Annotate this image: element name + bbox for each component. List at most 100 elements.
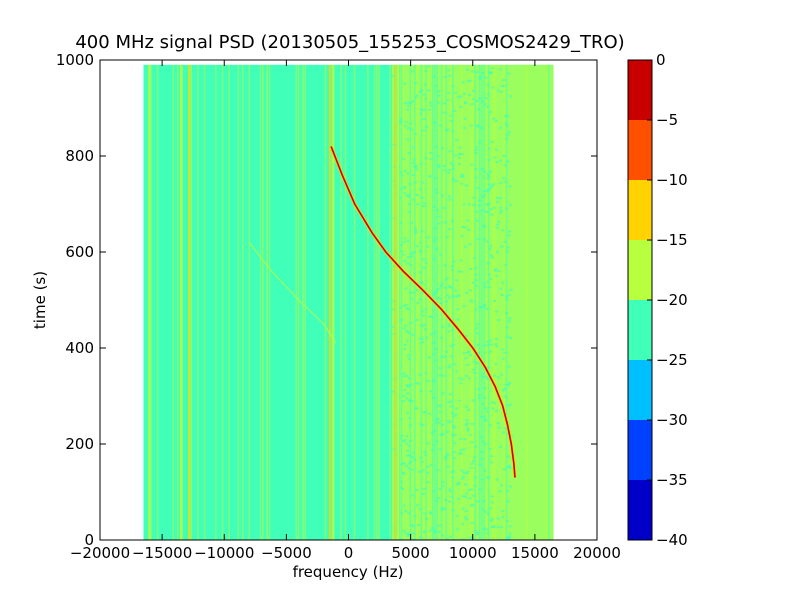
heatmap-speckle-dot — [438, 488, 442, 491]
heatmap-speckle-dot — [503, 383, 507, 386]
heatmap-speckle-dot — [482, 305, 486, 308]
heatmap-speckle-dot — [427, 356, 431, 359]
heatmap-speckle-dot — [465, 68, 469, 71]
heatmap-speckle-dot — [488, 447, 492, 450]
heatmap-speckle-dot — [433, 227, 437, 230]
heatmap-speckle-dot — [486, 344, 490, 347]
heatmap-speckle-dot — [400, 318, 404, 321]
heatmap-speckle-dot — [392, 333, 396, 336]
heatmap-speckle-dot — [441, 534, 445, 537]
heatmap-speckle-dot — [465, 492, 469, 495]
heatmap-speckle-dot — [403, 192, 407, 195]
heatmap-stripe — [494, 64, 497, 540]
plot-area — [99, 59, 598, 541]
heatmap-speckle-dot — [508, 381, 512, 384]
heatmap-speckle-dot — [440, 506, 444, 509]
heatmap-stripe — [425, 64, 427, 540]
heatmap-speckle-dot — [459, 95, 463, 98]
heatmap-speckle-dot — [493, 299, 497, 302]
heatmap-speckle-dot — [489, 339, 493, 342]
heatmap-speckle-dot — [403, 347, 407, 350]
heatmap-speckle-dot — [495, 478, 499, 481]
heatmap-speckle-dot — [479, 436, 483, 439]
heatmap-stripe — [172, 64, 175, 540]
heatmap-speckle-dot — [475, 149, 479, 152]
heatmap-speckle-dot — [446, 420, 450, 423]
heatmap-speckle-dot — [473, 257, 477, 260]
heatmap-speckle-dot — [415, 488, 419, 491]
heatmap-speckle-dot — [456, 293, 460, 296]
heatmap-speckle-dot — [441, 392, 445, 395]
heatmap-speckle-dot — [503, 387, 507, 390]
heatmap-speckle-dot — [402, 327, 406, 330]
heatmap-speckle-dot — [449, 405, 453, 408]
heatmap-speckle-dot — [470, 163, 474, 166]
heatmap-speckle-dot — [422, 530, 426, 533]
heatmap-speckle-dot — [399, 244, 403, 247]
heatmap-speckle-dot — [457, 152, 461, 155]
heatmap-speckle-dot — [476, 323, 480, 326]
heatmap-stripe — [373, 64, 376, 540]
heatmap-speckle-dot — [433, 529, 437, 532]
heatmap-stripe — [297, 64, 300, 540]
heatmap-speckle-dot — [470, 503, 474, 506]
heatmap-speckle-dot — [495, 345, 499, 348]
heatmap-speckle-dot — [491, 86, 495, 89]
heatmap-speckle-dot — [414, 407, 418, 410]
heatmap-speckle-dot — [409, 383, 413, 386]
heatmap-speckle-dot — [451, 85, 455, 88]
heatmap-speckle-dot — [471, 90, 475, 93]
heatmap-speckle-dot — [451, 179, 455, 182]
heatmap-speckle-dot — [451, 329, 455, 332]
heatmap-stripe — [503, 64, 506, 540]
heatmap-speckle-dot — [508, 185, 512, 188]
heatmap-speckle-dot — [449, 495, 453, 498]
heatmap-speckle-dot — [411, 456, 415, 459]
heatmap-speckle-dot — [489, 110, 493, 113]
heatmap-speckle-dot — [412, 198, 416, 201]
heatmap-speckle-dot — [405, 307, 409, 310]
heatmap-speckle-dot — [432, 429, 436, 432]
heatmap-speckle-dot — [447, 91, 451, 94]
heatmap-speckle-dot — [463, 245, 467, 248]
heatmap-speckle-dot — [497, 426, 501, 429]
heatmap-stripe — [436, 64, 438, 540]
heatmap-speckle-dot — [457, 295, 461, 298]
colorbar-tick-label: −30 — [656, 411, 688, 429]
heatmap-speckle-dot — [495, 274, 499, 277]
heatmap-speckle-dot — [491, 401, 495, 404]
heatmap-speckle-dot — [471, 281, 475, 284]
heatmap-speckle-dot — [461, 175, 465, 178]
heatmap-speckle-dot — [405, 397, 409, 400]
heatmap-stripe — [259, 64, 262, 540]
heatmap-speckle-dot — [454, 289, 458, 292]
heatmap-speckle-dot — [442, 165, 446, 168]
heatmap-speckle-dot — [399, 486, 403, 489]
heatmap-speckle-dot — [477, 397, 481, 400]
heatmap-speckle-dot — [490, 213, 494, 216]
heatmap-speckle-dot — [461, 495, 465, 498]
heatmap-speckle-dot — [456, 528, 460, 531]
heatmap-speckle-dot — [431, 449, 435, 452]
heatmap-speckle-dot — [468, 79, 472, 82]
heatmap-speckle-dot — [403, 124, 407, 127]
colorbar-tick-label: −5 — [656, 111, 678, 129]
heatmap-speckle-dot — [436, 209, 440, 212]
heatmap-speckle-dot — [464, 374, 468, 377]
heatmap-stripe — [378, 64, 380, 540]
heatmap-speckle-dot — [435, 440, 439, 443]
heatmap-speckle-dot — [412, 250, 416, 253]
x-tick-label: −10000 — [194, 544, 254, 562]
heatmap-speckle-dot — [404, 304, 408, 307]
heatmap-speckle-dot — [424, 307, 428, 310]
heatmap-stripe — [420, 64, 423, 540]
heatmap-speckle-dot — [398, 171, 402, 174]
heatmap-speckle-dot — [456, 308, 460, 311]
heatmap-stripe — [181, 64, 184, 540]
heatmap-speckle-dot — [460, 469, 464, 472]
heatmap-speckle-dot — [496, 318, 500, 321]
heatmap-speckle-dot — [429, 333, 433, 336]
heatmap-speckle-dot — [509, 525, 513, 528]
heatmap-speckle-dot — [488, 350, 492, 353]
heatmap-speckle-dot — [481, 376, 485, 379]
